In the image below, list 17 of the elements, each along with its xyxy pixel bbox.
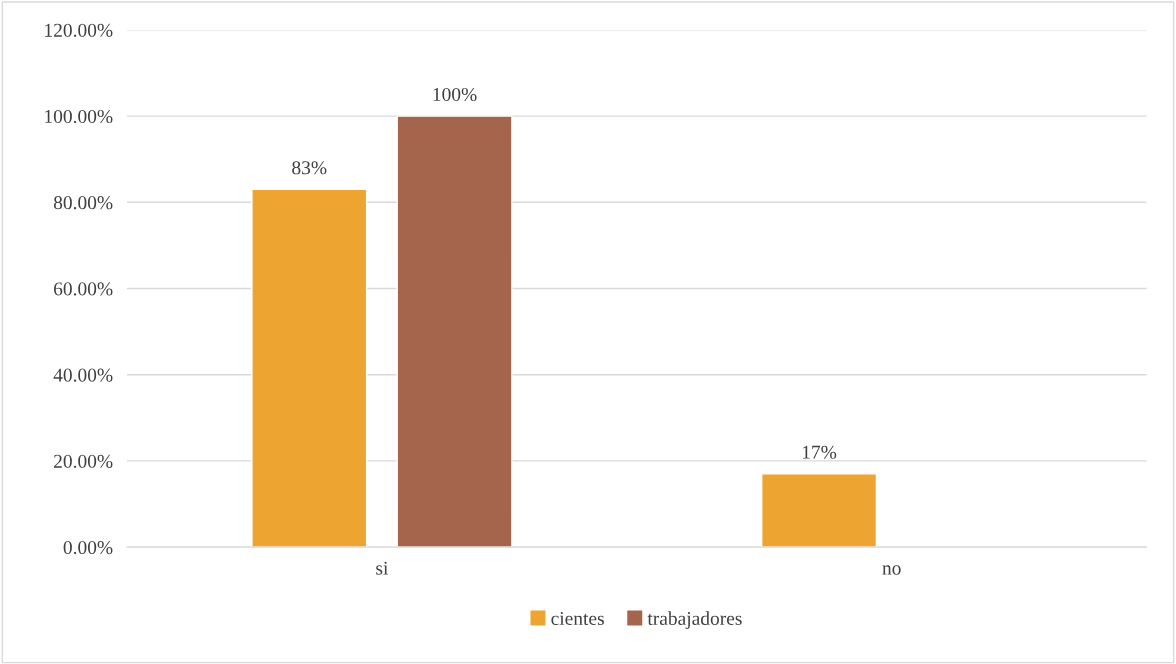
y-tick-label: 40.00% <box>53 368 113 382</box>
y-tick-label: 60.00% <box>54 282 113 296</box>
data-label: 17% <box>802 445 837 459</box>
bar <box>396 115 513 548</box>
legend-label: trabajadores <box>647 611 742 629</box>
legend-label: cientes <box>551 611 604 625</box>
data-label: 100% <box>433 87 477 102</box>
y-tick-label: 0.00% <box>63 540 113 555</box>
y-tick-label: 120.00% <box>45 23 113 37</box>
y-tick-label: 80.00% <box>53 196 113 210</box>
bar <box>761 473 878 548</box>
x-tick-label: si <box>376 561 389 575</box>
x-tick-label: no <box>882 565 901 575</box>
y-tick-label: 100.00% <box>45 109 113 124</box>
data-label: 83% <box>292 161 327 175</box>
y-tick-label: 20.00% <box>54 454 113 468</box>
bar <box>251 188 368 548</box>
